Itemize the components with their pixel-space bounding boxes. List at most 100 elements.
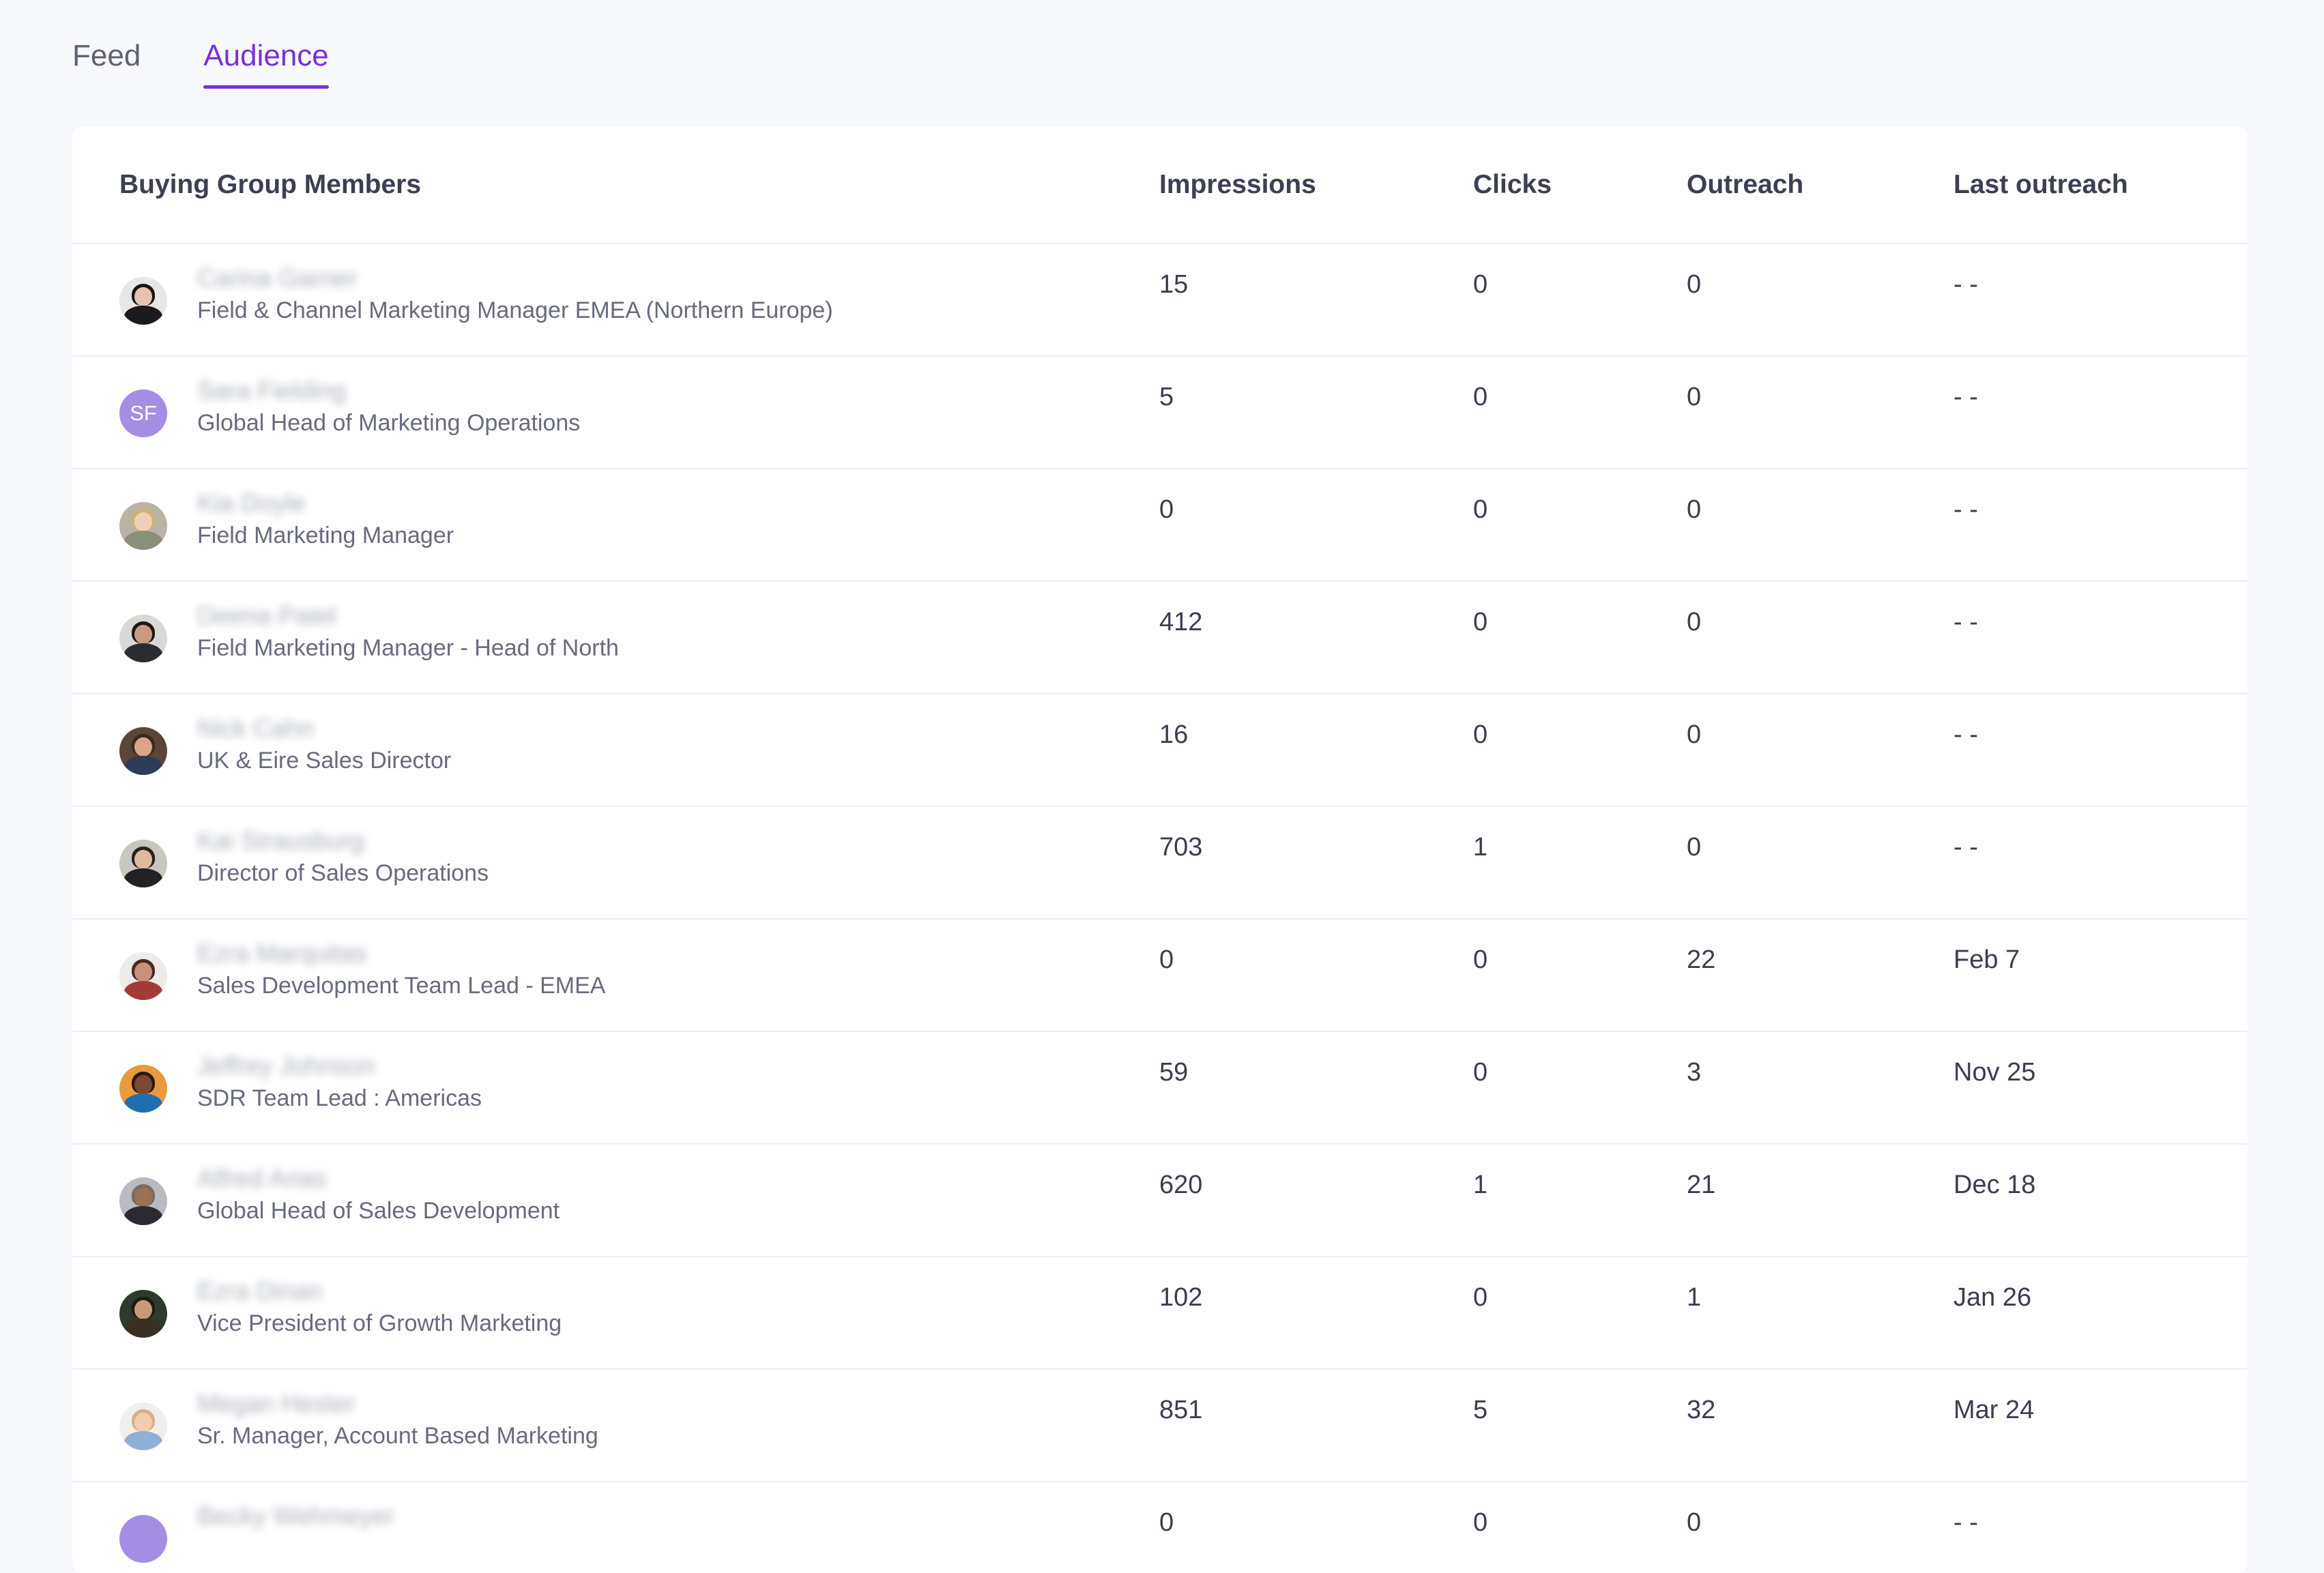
table-row[interactable]: Megan Hester Sr. Manager, Account Based … xyxy=(72,1370,2248,1482)
member-name[interactable]: Ezra Dinan xyxy=(197,1277,323,1305)
member-name[interactable]: Kia Doyle xyxy=(197,489,306,517)
outreach-value: 0 xyxy=(1687,608,1702,636)
member-cell: Kia Doyle Field Marketing Manager xyxy=(72,469,1159,550)
impressions-value: 15 xyxy=(1159,270,1189,299)
tab-audience[interactable]: Audience xyxy=(203,35,330,89)
member-cell: Megan Hester Sr. Manager, Account Based … xyxy=(72,1370,1159,1450)
member-name[interactable]: Jeffrey Johnson xyxy=(197,1052,375,1080)
member-name[interactable]: Alfred Arias xyxy=(197,1164,327,1192)
impressions-value: 620 xyxy=(1159,1171,1203,1199)
clicks-value: 0 xyxy=(1473,1283,1488,1312)
outreach-value: 32 xyxy=(1687,1396,1716,1424)
clicks-value: 0 xyxy=(1473,383,1488,411)
table-row[interactable]: Ezra Dinan Vice President of Growth Mark… xyxy=(72,1257,2248,1370)
table-row[interactable]: Nick Cahn UK & Eire Sales Director 16 0 … xyxy=(72,694,2248,807)
header-clicks[interactable]: Clicks xyxy=(1473,170,1552,199)
impressions-value: 412 xyxy=(1159,608,1203,636)
clicks-value: 0 xyxy=(1473,720,1488,749)
table-row[interactable]: Becky Wehmeyer 0 0 0 - - xyxy=(72,1482,2248,1573)
outreach-value: 0 xyxy=(1687,495,1702,524)
member-title: Sales Development Team Lead - EMEA xyxy=(197,973,606,999)
table-row[interactable]: Kia Doyle Field Marketing Manager 0 0 0 … xyxy=(72,469,2248,582)
member-title: Sr. Manager, Account Based Marketing xyxy=(197,1423,598,1449)
last-outreach-value: - - xyxy=(1953,270,1978,299)
clicks-value: 1 xyxy=(1473,833,1488,862)
avatar xyxy=(119,1402,167,1450)
member-cell: Nick Cahn UK & Eire Sales Director xyxy=(72,694,1159,775)
member-title: Field Marketing Manager xyxy=(197,523,454,548)
member-title: Director of Sales Operations xyxy=(197,860,489,886)
member-title: Vice President of Growth Marketing xyxy=(197,1310,562,1336)
member-cell: Carina Garner Field & Channel Marketing … xyxy=(72,244,1159,325)
outreach-value: 3 xyxy=(1687,1058,1702,1087)
header-impressions[interactable]: Impressions xyxy=(1159,170,1316,199)
table-header: Buying Group Members Impressions Clicks … xyxy=(72,127,2248,244)
table-row[interactable]: Deena Patel Field Marketing Manager - He… xyxy=(72,582,2248,694)
member-name[interactable]: Becky Wehmeyer xyxy=(197,1502,395,1530)
avatar xyxy=(119,1515,167,1563)
impressions-value: 0 xyxy=(1159,945,1174,974)
member-cell: Ezra Dinan Vice President of Growth Mark… xyxy=(72,1257,1159,1338)
member-name[interactable]: Kai Strausburg xyxy=(197,827,364,855)
clicks-value: 5 xyxy=(1473,1396,1488,1424)
buying-group-table: Buying Group Members Impressions Clicks … xyxy=(72,127,2248,1573)
member-name[interactable]: Ezra Marquitas xyxy=(197,939,367,967)
header-outreach[interactable]: Outreach xyxy=(1687,170,1804,199)
table-row[interactable]: SF Sara Fielding Global Head of Marketin… xyxy=(72,357,2248,469)
last-outreach-value: - - xyxy=(1953,720,1978,749)
impressions-value: 851 xyxy=(1159,1396,1203,1424)
avatar xyxy=(119,1290,167,1338)
member-name[interactable]: Carina Garner xyxy=(197,264,358,292)
last-outreach-value: Nov 25 xyxy=(1953,1058,2036,1087)
last-outreach-value: Feb 7 xyxy=(1953,945,2020,974)
member-title: Global Head of Sales Development xyxy=(197,1198,560,1224)
clicks-value: 0 xyxy=(1473,1058,1488,1087)
outreach-value: 0 xyxy=(1687,720,1702,749)
member-cell: Jeffrey Johnson SDR Team Lead : Americas xyxy=(72,1032,1159,1113)
outreach-value: 22 xyxy=(1687,945,1716,974)
table-row[interactable]: Jeffrey Johnson SDR Team Lead : Americas… xyxy=(72,1032,2248,1145)
avatar xyxy=(119,727,167,775)
member-name[interactable]: Megan Hester xyxy=(197,1390,356,1417)
header-last-outreach[interactable]: Last outreach xyxy=(1953,170,2128,199)
table-row[interactable]: Ezra Marquitas Sales Development Team Le… xyxy=(72,920,2248,1032)
member-cell: Alfred Arias Global Head of Sales Develo… xyxy=(72,1145,1159,1225)
member-title: Global Head of Marketing Operations xyxy=(197,410,581,436)
member-title: SDR Team Lead : Americas xyxy=(197,1085,482,1111)
member-cell: SF Sara Fielding Global Head of Marketin… xyxy=(72,357,1159,437)
impressions-value: 0 xyxy=(1159,495,1174,524)
member-cell: Deena Patel Field Marketing Manager - He… xyxy=(72,582,1159,662)
impressions-value: 703 xyxy=(1159,833,1203,862)
avatar xyxy=(119,1065,167,1113)
avatar xyxy=(119,615,167,662)
last-outreach-value: - - xyxy=(1953,608,1978,636)
last-outreach-value: - - xyxy=(1953,833,1978,862)
impressions-value: 5 xyxy=(1159,383,1174,411)
header-buying-group-members[interactable]: Buying Group Members xyxy=(119,170,422,199)
impressions-value: 59 xyxy=(1159,1058,1189,1087)
outreach-value: 21 xyxy=(1687,1171,1716,1199)
member-title: UK & Eire Sales Director xyxy=(197,748,452,774)
outreach-value: 0 xyxy=(1687,270,1702,299)
outreach-value: 1 xyxy=(1687,1283,1702,1312)
tab-feed[interactable]: Feed xyxy=(72,39,141,72)
outreach-value: 0 xyxy=(1687,833,1702,862)
avatar xyxy=(119,952,167,1000)
avatar xyxy=(119,1177,167,1225)
member-name[interactable]: Deena Patel xyxy=(197,602,336,630)
clicks-value: 0 xyxy=(1473,495,1488,524)
avatar xyxy=(119,840,167,887)
table-row[interactable]: Carina Garner Field & Channel Marketing … xyxy=(72,244,2248,357)
outreach-value: 0 xyxy=(1687,383,1702,411)
member-cell: Becky Wehmeyer xyxy=(72,1482,1159,1563)
clicks-value: 1 xyxy=(1473,1171,1488,1199)
last-outreach-value: Dec 18 xyxy=(1953,1171,2036,1199)
member-cell: Kai Strausburg Director of Sales Operati… xyxy=(72,807,1159,887)
member-name[interactable]: Sara Fielding xyxy=(197,377,347,405)
last-outreach-value: Jan 26 xyxy=(1953,1283,2032,1312)
table-row[interactable]: Alfred Arias Global Head of Sales Develo… xyxy=(72,1145,2248,1257)
tab-bar: Feed Audience xyxy=(72,35,330,89)
member-name[interactable]: Nick Cahn xyxy=(197,714,314,742)
table-row[interactable]: Kai Strausburg Director of Sales Operati… xyxy=(72,807,2248,920)
member-title: Field & Channel Marketing Manager EMEA (… xyxy=(197,297,833,323)
